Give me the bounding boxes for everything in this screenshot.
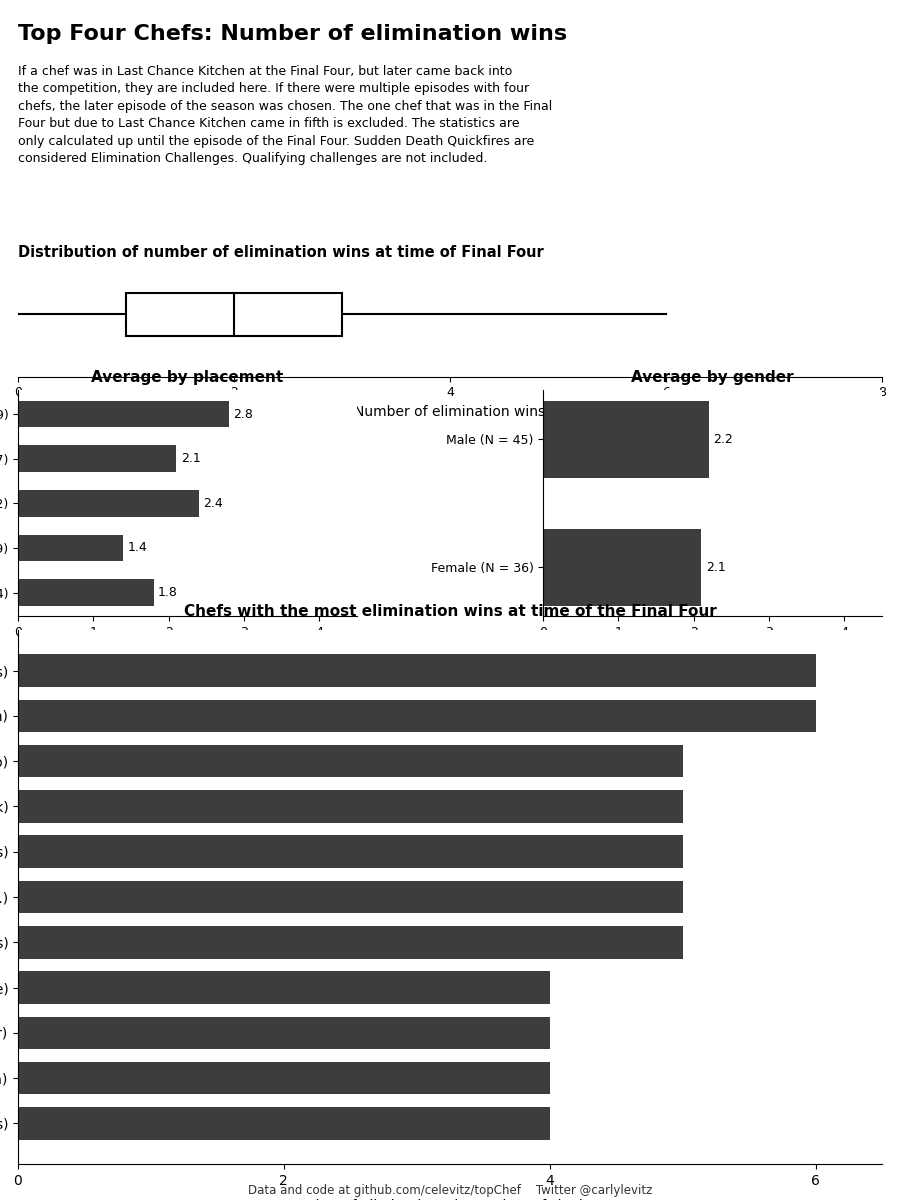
Bar [18,534,123,562]
Title: Average by placement: Average by placement [91,370,284,385]
Text: 2.1: 2.1 [181,452,201,466]
Text: Distribution of number of elimination wins at time of Final Four: Distribution of number of elimination wi… [18,245,544,259]
Bar [18,790,682,823]
Bar [544,401,709,478]
Bar [18,1062,550,1094]
Text: If a chef was in Last Chance Kitchen at the Final Four, but later came back into: If a chef was in Last Chance Kitchen at … [18,65,553,166]
X-axis label: Average number of elimination wins
at time of Final Four: Average number of elimination wins at ti… [606,644,820,672]
Bar [18,1016,550,1049]
Bar [18,654,815,686]
X-axis label: Number of elimination wins: Number of elimination wins [355,404,545,419]
Title: Average by gender: Average by gender [631,370,794,385]
Bar [18,490,199,517]
Bar [18,835,682,868]
Bar [18,580,154,606]
Text: 1.4: 1.4 [128,541,148,554]
Text: Top Four Chefs: Number of elimination wins: Top Four Chefs: Number of elimination wi… [18,24,567,44]
Bar [18,1108,550,1140]
Text: 2.8: 2.8 [233,408,253,420]
Text: 2.1: 2.1 [706,560,725,574]
Text: 2.2: 2.2 [714,433,734,445]
Text: 2.4: 2.4 [203,497,223,510]
FancyBboxPatch shape [126,293,342,336]
Text: 1.8: 1.8 [158,586,178,599]
Bar [18,445,176,472]
Bar [544,529,701,606]
Text: Data and code at github.com/celevitz/topChef    Twitter @carlylevitz: Data and code at github.com/celevitz/top… [248,1184,652,1198]
Title: Chefs with the most elimination wins at time of the Final Four: Chefs with the most elimination wins at … [184,604,716,619]
Bar [18,926,682,959]
Bar [18,745,682,778]
Bar [18,401,229,427]
Bar [18,881,682,913]
Bar [18,700,815,732]
Bar [18,971,550,1004]
X-axis label: Average number of elimination wins
at time of Final Four: Average number of elimination wins at ti… [80,644,294,672]
